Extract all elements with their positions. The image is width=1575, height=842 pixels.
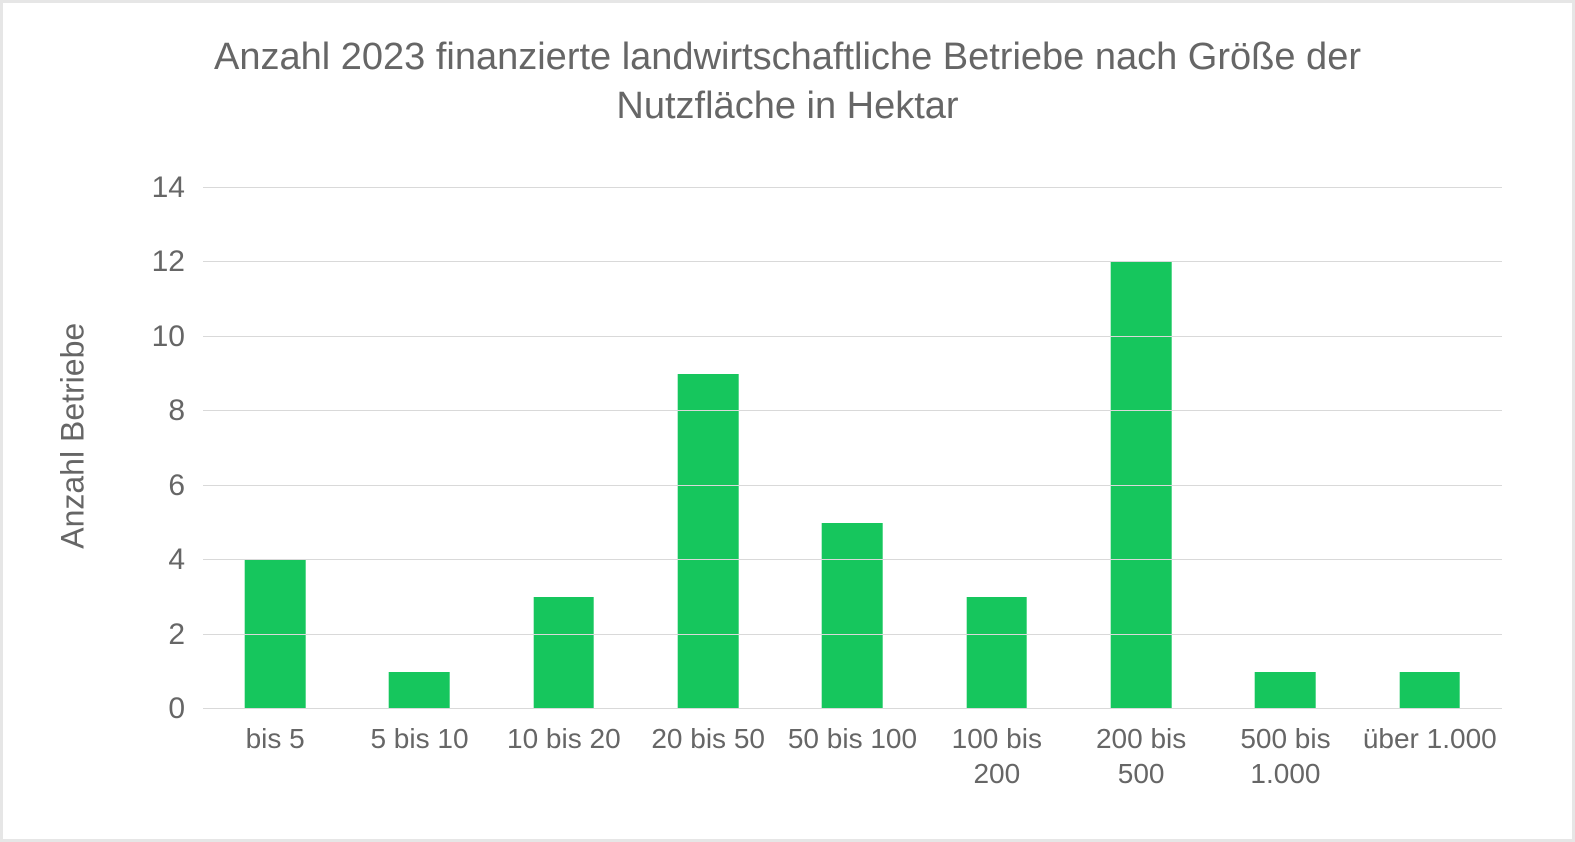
bar xyxy=(1255,672,1316,709)
bar-slot xyxy=(780,188,924,709)
bar xyxy=(245,560,306,709)
bar xyxy=(678,374,739,709)
gridline xyxy=(203,559,1502,560)
y-axis-label: Anzahl Betriebe xyxy=(55,323,92,549)
bar xyxy=(389,672,450,709)
x-tick-label: 200 bis 500 xyxy=(1069,721,1213,791)
x-tick-label: 5 bis 10 xyxy=(347,721,491,791)
x-tick-label: 20 bis 50 xyxy=(636,721,780,791)
bar-slot xyxy=(203,188,347,709)
bar-slot xyxy=(1213,188,1357,709)
bar-slot xyxy=(492,188,636,709)
bars-group xyxy=(203,188,1502,709)
bar-slot xyxy=(1069,188,1213,709)
gridline xyxy=(203,634,1502,635)
gridline xyxy=(203,261,1502,262)
x-tick-label: bis 5 xyxy=(203,721,347,791)
bar-slot xyxy=(636,188,780,709)
y-tick-label: 8 xyxy=(168,394,185,428)
bar xyxy=(1399,672,1460,709)
bar-slot xyxy=(925,188,1069,709)
x-tick-label: 500 bis 1.000 xyxy=(1213,721,1357,791)
y-tick-label: 14 xyxy=(152,171,185,205)
plot-area: 02468101214 xyxy=(203,188,1502,709)
bar-slot xyxy=(347,188,491,709)
bar xyxy=(534,597,595,709)
gridline xyxy=(203,410,1502,411)
y-tick-label: 10 xyxy=(152,320,185,354)
x-axis-labels: bis 55 bis 1010 bis 2020 bis 5050 bis 10… xyxy=(203,721,1502,791)
x-tick-label: 100 bis 200 xyxy=(925,721,1069,791)
gridline xyxy=(203,187,1502,188)
y-tick-label: 2 xyxy=(168,618,185,652)
gridline xyxy=(203,336,1502,337)
bar xyxy=(1111,262,1172,709)
gridline xyxy=(203,485,1502,486)
y-tick-label: 0 xyxy=(168,692,185,726)
bar xyxy=(966,597,1027,709)
x-tick-label: 50 bis 100 xyxy=(780,721,924,791)
x-tick-label: 10 bis 20 xyxy=(492,721,636,791)
bar xyxy=(822,523,883,709)
y-tick-label: 12 xyxy=(152,245,185,279)
y-tick-label: 6 xyxy=(168,469,185,503)
x-tick-label: über 1.000 xyxy=(1358,721,1502,791)
chart-title: Anzahl 2023 finanzierte landwirtschaftli… xyxy=(3,33,1572,132)
gridline xyxy=(203,708,1502,709)
y-tick-label: 4 xyxy=(168,543,185,577)
chart-container: Anzahl 2023 finanzierte landwirtschaftli… xyxy=(0,0,1575,842)
bar-slot xyxy=(1358,188,1502,709)
